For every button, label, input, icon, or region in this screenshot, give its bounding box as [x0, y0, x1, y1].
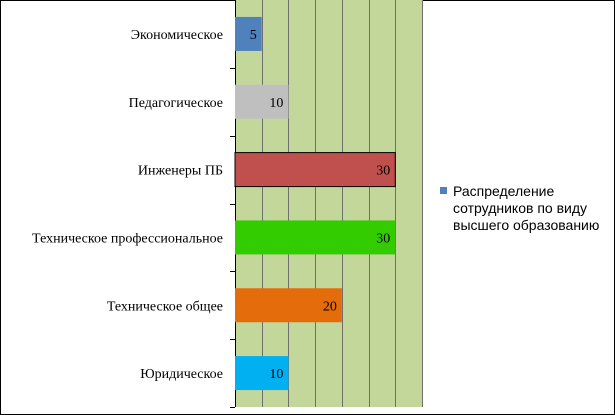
data-label: 30	[376, 164, 390, 179]
data-label: 30	[376, 231, 390, 246]
data-label: 20	[323, 299, 337, 314]
data-label: 10	[269, 367, 283, 382]
bar	[235, 220, 396, 255]
bar	[234, 152, 396, 188]
category-label: Техническое профессиональное	[32, 231, 223, 246]
bar	[235, 16, 262, 51]
category-label: Экономическое	[131, 28, 223, 43]
bar	[235, 356, 289, 391]
legend-label: Распределение сотрудников по виду высшег…	[453, 183, 600, 233]
bar	[235, 288, 342, 323]
bar	[235, 84, 289, 119]
legend-color-key	[440, 187, 447, 194]
category-label: Юридическое	[140, 367, 223, 382]
category-label: Педагогическое	[129, 96, 223, 111]
plot-area	[235, 0, 422, 407]
category-label: Техническое общее	[107, 299, 223, 314]
data-label: 10	[269, 96, 283, 111]
category-label: Инженеры ПБ	[138, 164, 223, 179]
data-label: 5	[250, 28, 257, 43]
